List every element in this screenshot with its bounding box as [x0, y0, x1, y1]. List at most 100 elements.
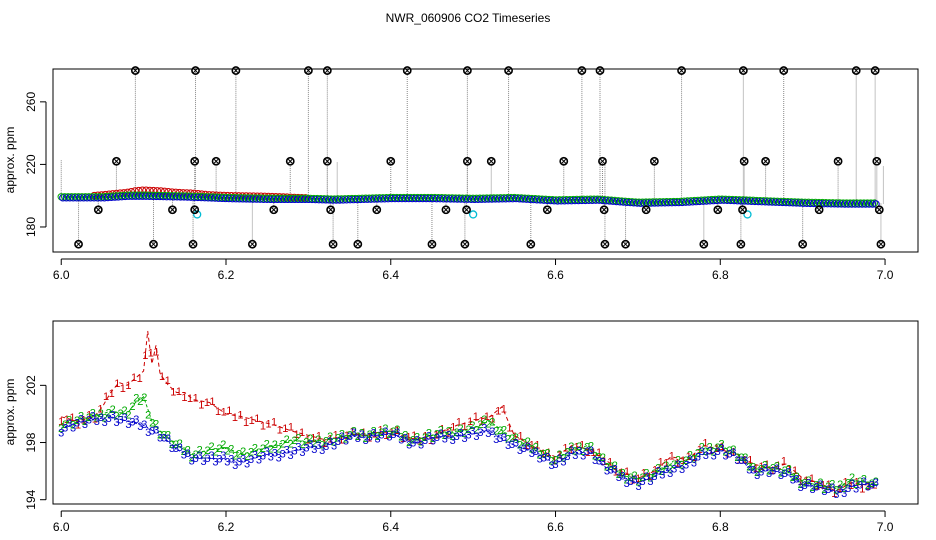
outlier-mark — [465, 158, 470, 164]
series-2-marker: 2 — [378, 427, 384, 439]
series-1-marker: 1 — [854, 477, 860, 489]
series-1-marker: 1 — [305, 434, 311, 446]
outlier-mark — [872, 68, 878, 73]
series-1-marker: 1 — [859, 484, 865, 496]
series-1-marker: 1 — [674, 457, 680, 469]
series-2-marker: 2 — [224, 445, 230, 457]
series-2-marker: 2 — [497, 425, 503, 437]
series-2-marker: 2 — [161, 430, 167, 442]
series-3-marker: 3 — [169, 443, 175, 455]
outlier-point — [577, 66, 587, 75]
series-1-marker: 1 — [97, 403, 103, 415]
series-1-marker: 1 — [518, 431, 524, 443]
series-2-marker: 2 — [636, 477, 642, 489]
outlier-mark — [404, 68, 410, 73]
series-1-marker: 1 — [798, 476, 804, 488]
series-2-marker: 2 — [117, 408, 123, 420]
outlier-point — [460, 239, 470, 249]
series-2-marker: 2 — [74, 415, 80, 427]
series-1-marker: 1 — [434, 429, 440, 441]
series-2-marker: 2 — [434, 429, 440, 441]
series-1-marker: 1 — [333, 429, 339, 441]
series-3-marker: 3 — [78, 414, 84, 426]
outlier-point — [190, 205, 200, 215]
outlier-point — [870, 66, 880, 75]
series-2-marker: 2 — [398, 431, 404, 443]
series-2-marker: 2 — [145, 410, 151, 422]
series-3-marker: 3 — [869, 479, 875, 491]
series-1-marker: 1 — [383, 430, 389, 442]
series-3-marker: 3 — [786, 466, 792, 478]
series-3-marker: 3 — [70, 423, 76, 435]
series-2-marker: 2 — [809, 482, 815, 494]
series-2-marker: 2 — [841, 483, 847, 495]
series-2-marker: 2 — [315, 434, 321, 446]
series-2-marker: 2 — [355, 431, 361, 443]
series-2-marker: 2 — [426, 428, 432, 440]
outlier-mark — [330, 241, 336, 247]
series-2-marker: 2 — [169, 439, 175, 451]
series-3-marker: 3 — [719, 443, 725, 455]
bottom-axes: 6.0 6.2 6.4 6.6 6.8 7.0 194 198 202 — [24, 375, 894, 534]
series-3-marker: 3 — [189, 456, 195, 468]
outlier-mark — [233, 68, 239, 73]
series-3-marker: 3 — [185, 448, 191, 460]
series-2-marker: 2 — [588, 441, 594, 453]
outlier-point — [814, 205, 824, 215]
series-3-marker: 3 — [137, 421, 143, 433]
series-2-marker: 2 — [687, 450, 693, 462]
series-2-marker: 2 — [133, 393, 139, 405]
series-3-marker: 3 — [363, 435, 369, 447]
series-2-marker: 2 — [410, 435, 416, 447]
series-2-marker: 2 — [750, 462, 756, 474]
series-3-marker: 3 — [671, 463, 677, 475]
flag-point — [468, 210, 478, 219]
top-panel: approx. ppm 6.0 6.2 6.4 6.6 6.8 7.0 180 220 260 — [3, 66, 919, 282]
outlier-mark — [738, 241, 744, 247]
series-3-marker: 3 — [327, 436, 333, 448]
series-1-marker: 1 — [321, 438, 327, 450]
series-3-marker: 3 — [201, 456, 207, 468]
series-1-marker: 1 — [394, 425, 400, 437]
series-3-marker: 3 — [58, 428, 64, 440]
series-1-marker: 1 — [652, 465, 658, 477]
series-2-marker: 2 — [529, 443, 535, 455]
series-2-marker: 2 — [675, 455, 681, 467]
series-3-marker: 3 — [323, 441, 329, 453]
outlier-point — [322, 66, 332, 75]
series-2-marker: 2 — [66, 414, 72, 426]
outlier-mark — [464, 207, 469, 213]
series-3-marker: 3 — [240, 453, 246, 465]
series-3-marker: 3 — [193, 453, 199, 465]
series-3-marker: 3 — [509, 439, 515, 451]
series-3-marker: 3 — [386, 432, 392, 444]
outlier-mark — [429, 241, 435, 247]
series-2-marker: 2 — [580, 446, 586, 458]
series-1-marker: 1 — [349, 426, 355, 438]
series-2-marker: 2 — [560, 452, 566, 464]
top-y-tick-label: 220 — [24, 154, 38, 174]
outlier-point — [462, 156, 472, 166]
series-3-marker: 3 — [382, 426, 388, 438]
outlier-mark — [602, 241, 608, 247]
series-1-marker: 1 — [198, 399, 204, 411]
series-2-marker: 2 — [861, 473, 867, 485]
series-3-marker: 3 — [303, 443, 309, 455]
bottom-x-tick-label: 6.4 — [382, 520, 399, 534]
series-3-marker: 3 — [359, 429, 365, 441]
top-x-tick-label: 6.8 — [712, 268, 729, 282]
series-3-marker: 3 — [469, 426, 475, 438]
top-plot-frame — [52, 68, 919, 253]
series-1-marker: 1 — [265, 419, 271, 431]
outlier-point — [191, 66, 200, 75]
series-2-marker: 2 — [477, 419, 483, 431]
outlier-mark — [355, 241, 361, 247]
outlier-point — [130, 66, 140, 75]
series-1-marker: 1 — [484, 411, 490, 423]
series-1-marker: 1 — [428, 435, 434, 447]
series-2-marker: 2 — [137, 396, 143, 408]
series-3-marker: 3 — [687, 454, 693, 466]
series-2-marker: 2 — [469, 420, 475, 432]
series-3-marker: 3 — [153, 424, 159, 436]
